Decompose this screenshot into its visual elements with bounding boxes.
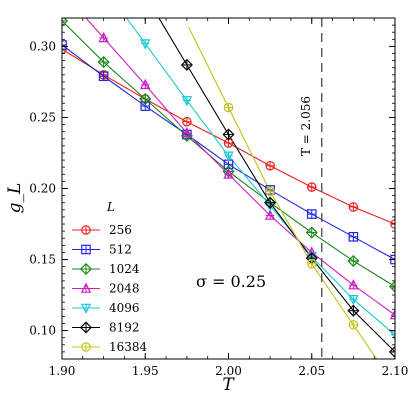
point-4096-1: [181, 96, 193, 107]
legend-marker: [79, 321, 93, 334]
point-8192-0-shape: [180, 58, 193, 71]
point-1024-6-shape: [305, 226, 318, 239]
point-4096-6: [389, 330, 395, 341]
vline-label: T = 2.056: [299, 96, 313, 156]
legend-marker-shape: [79, 321, 93, 334]
legend-marker: [81, 342, 91, 352]
series-line-8192: [158, 18, 395, 353]
point-1024-6: [305, 226, 318, 239]
point-16384-3: [348, 320, 359, 330]
point-256-6: [306, 182, 317, 192]
y-tick-labels: 0.10 0.15 0.20 0.25 0.30: [29, 39, 56, 337]
legend-marker: [80, 303, 92, 315]
point-8192-4: [347, 304, 360, 317]
point-8192-4-shape: [347, 304, 360, 317]
point-2048-4: [264, 209, 276, 220]
point-512-7: [348, 232, 359, 242]
x-axis-label: T: [222, 375, 235, 395]
point-8192-2: [264, 196, 277, 209]
point-4096-0: [140, 39, 151, 50]
series-line-256: [62, 48, 395, 225]
legend-label: 8192: [109, 321, 140, 335]
point-16384-2: [306, 259, 317, 269]
series-line-2048: [85, 18, 395, 316]
legend-label: 4096: [109, 301, 140, 315]
y-tick-label-1: 0.15: [29, 253, 56, 267]
series-markers: [62, 18, 395, 358]
axis-ticks: [61, 18, 396, 359]
point-1024-0-shape: [62, 18, 69, 27]
point-8192-1-shape: [222, 128, 235, 141]
legend-marker: [80, 282, 92, 293]
sigma-annotation: σ = 0.25: [196, 272, 266, 291]
point-2048-7: [389, 308, 395, 320]
point-8192-5-shape: [388, 345, 395, 358]
point-1024-1-shape: [97, 55, 110, 69]
series-lines: [62, 18, 395, 359]
legend-entry-16384: 16384: [72, 340, 148, 354]
legend-marker-shape: [79, 262, 93, 276]
y-tick-label-3: 0.25: [29, 110, 56, 124]
point-1024-7: [347, 254, 360, 268]
legend-entry-8192: 8192: [72, 321, 140, 335]
y-tick-label-0: 0.10: [29, 324, 56, 338]
point-256-3: [182, 116, 192, 127]
legend-entry-2048: 2048: [72, 282, 140, 296]
series-line-16384: [188, 26, 378, 359]
x-tick-label-2: 2.00: [215, 364, 242, 378]
x-tick-labels: 1.90 1.95 2.00 2.05 2.10: [49, 364, 409, 378]
point-8192-0: [180, 58, 193, 71]
point-8192-1: [222, 128, 235, 141]
point-1024-8: [388, 280, 395, 293]
point-1024-0: [62, 18, 69, 27]
legend-marker: [79, 262, 93, 276]
point-16384-1: [265, 186, 275, 197]
legend-entry-512: 512: [72, 243, 132, 257]
legend-marker: [81, 244, 91, 255]
point-1024-7-shape: [347, 254, 360, 268]
point-1024-2-shape: [139, 92, 152, 106]
y-axis-label: g_L: [5, 183, 25, 214]
point-1024-2: [139, 92, 152, 106]
point-2048-0: [98, 31, 109, 43]
point-256-5: [265, 160, 275, 171]
point-256-7: [348, 202, 359, 212]
legend-label: 2048: [109, 282, 140, 296]
point-16384-0: [223, 102, 234, 113]
point-512-1: [98, 71, 109, 82]
point-1024-8-shape: [388, 280, 395, 293]
point-1024-1: [97, 55, 110, 69]
legend-label: 1024: [109, 262, 140, 276]
point-8192-2-shape: [264, 196, 277, 209]
legend-label: 16384: [109, 340, 148, 354]
point-512-0: [62, 40, 67, 50]
legend-entry-4096: 4096: [72, 301, 140, 315]
series-line-1024: [62, 20, 395, 288]
point-4096-5: [348, 295, 359, 306]
point-2048-3: [223, 168, 234, 179]
point-2048-2: [181, 127, 193, 138]
point-4096-2: [223, 151, 234, 162]
y-tick-label-2: 0.20: [29, 182, 56, 196]
x-tick-label-0: 1.90: [49, 364, 76, 378]
x-tick-label-3: 2.05: [298, 364, 325, 378]
legend-label: 256: [109, 223, 132, 237]
point-512-6: [306, 209, 317, 219]
point-2048-1: [140, 78, 151, 90]
x-tick-label-4: 2.10: [382, 364, 409, 378]
x-tick-label-1: 1.95: [132, 364, 159, 378]
legend-marker: [81, 225, 91, 235]
series-line-4096: [125, 18, 395, 336]
legend: L 256 512 1024 2048 4096 8192 16384: [72, 200, 148, 354]
point-2048-6: [348, 279, 359, 290]
y-tick-label-4: 0.30: [29, 39, 56, 53]
legend-entry-1024: 1024: [72, 262, 140, 276]
legend-label: 512: [109, 243, 132, 257]
legend-entry-256: 256: [72, 223, 132, 237]
legend-title: L: [106, 200, 115, 214]
